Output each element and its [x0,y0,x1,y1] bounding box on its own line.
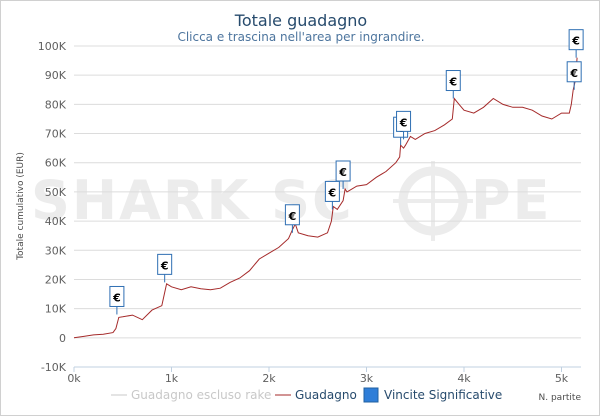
flag-label: € [288,210,297,223]
x-tick-label: 4k [457,372,471,385]
x-tick-label: 5k [555,372,569,385]
y-tick-label: 90K [45,69,67,82]
flag-box [566,61,582,83]
significant-win-flag[interactable]: € [109,285,125,315]
x-axis [73,366,581,372]
watermark-text-left: SHARK SC [31,169,354,232]
legend-symbol-vincite [363,387,379,403]
flag-box [284,204,300,226]
y-axis-title: Totale cumulativo (EUR) [16,152,26,261]
y-tick-label: 100K [38,40,67,53]
flag-box [568,29,584,51]
y-tick-label: 30K [45,244,67,257]
chart-subtitle: Clicca e trascina nell'area per ingrandi… [177,30,424,44]
flag-label: € [160,259,169,272]
series-line-guadagno[interactable] [73,57,578,339]
significant-win-flag[interactable]: € [324,180,340,210]
x-tick-label: 1k [165,372,179,385]
y-axis-tick-labels: -10K 0 10K 20K 30K 40K 50K 60K 70K 80K 90K 100K [38,40,67,374]
flag-box [335,160,351,182]
y-tick-label: 80K [45,98,67,111]
watermark-crosshair [393,161,473,241]
significant-win-flag[interactable]: € [284,204,300,233]
flag-box [445,70,461,92]
legend-item-vincite-significative[interactable]: Vincite Significative [363,387,502,403]
x-tick-label: 2k [262,372,276,385]
significant-win-flag[interactable]: € [396,110,412,140]
significant-win-flag[interactable]: € [335,160,351,189]
legend-item-guadagno-escluso-rake[interactable]: Guadagno escluso rake [111,388,271,402]
flag-label: € [571,35,580,48]
legend-item-guadagno[interactable]: Guadagno [275,388,357,402]
legend-label-escluso-rake: Guadagno escluso rake [131,388,271,402]
grid-lines [74,45,581,368]
significant-win-flags[interactable]: €€€€€€€€€€ [109,29,584,315]
significant-win-flag[interactable]: € [566,61,582,90]
flag-label: € [338,166,347,179]
y-tick-label: 70K [45,128,67,141]
watermark-text-right: PE [471,169,551,232]
x-axis-title: N. partite [539,393,582,403]
legend[interactable]: Guadagno escluso rake Guadagno Vincite S… [111,387,502,403]
flag-label: € [569,67,578,80]
y-tick-label: 50K [45,186,67,199]
flag-box [157,253,173,275]
significant-win-flag[interactable]: € [445,70,461,99]
flag-label: € [399,116,408,129]
y-tick-label: -10K [41,361,67,374]
legend-label-guadagno: Guadagno [295,388,357,402]
flag-box [109,285,125,307]
flag-label: € [448,76,457,89]
y-tick-label: 40K [45,215,67,228]
y-tick-label: 0 [59,332,66,345]
x-tick-label: 3k [360,372,374,385]
flag-label: € [328,186,337,199]
watermark: SHARK SC PE [31,161,551,241]
x-axis-tick-labels: 0k 1k 2k 3k 4k 5k [67,372,568,385]
significant-win-flag[interactable]: € [157,253,173,283]
chart-title: Totale guadagno [234,11,367,30]
y-tick-label: 20K [45,273,67,286]
y-tick-label: 60K [45,157,67,170]
flag-box [396,110,412,132]
legend-label-vincite: Vincite Significative [384,388,502,402]
significant-win-flag[interactable]: € [568,29,584,58]
series-guadagno-group [73,57,578,339]
y-tick-label: 10K [45,303,67,316]
flag-label: € [112,291,121,304]
flag-box [324,180,340,202]
x-tick-label: 0k [67,372,81,385]
